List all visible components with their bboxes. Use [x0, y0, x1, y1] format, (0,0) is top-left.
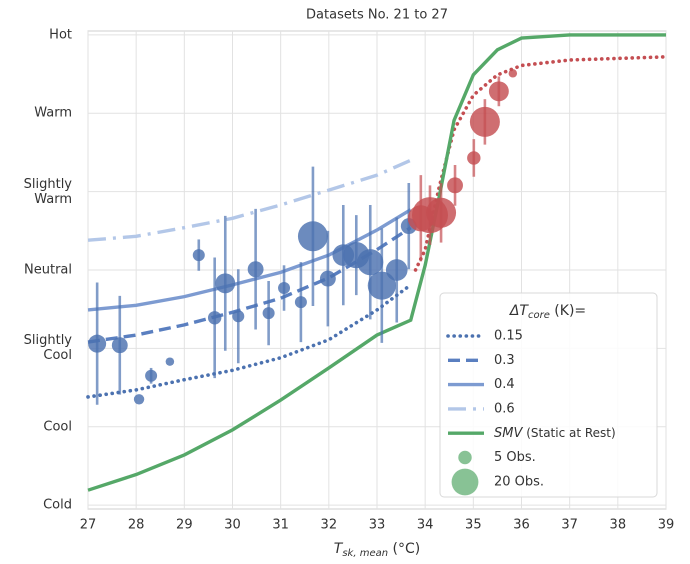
line [87, 33, 666, 492]
point [111, 337, 128, 354]
legend-size-marker [451, 468, 479, 496]
y-tick-label: Cool [43, 419, 72, 435]
point [426, 197, 457, 228]
legend-title: ΔTcore (K)= [509, 303, 586, 321]
point [247, 261, 264, 278]
point [467, 151, 481, 165]
x-tick-label: 31 [272, 518, 289, 533]
legend-label: 20 Obs. [494, 475, 544, 490]
point [88, 334, 107, 353]
legend-label: 0.15 [494, 329, 523, 344]
legend-label: 0.4 [494, 377, 515, 392]
legend-label: 5 Obs. [494, 450, 536, 465]
legend-title-main: ΔT [509, 303, 530, 319]
legend-title-sub: core [528, 310, 550, 321]
legend-label: 0.3 [494, 353, 515, 368]
point [165, 357, 175, 366]
point [192, 249, 205, 262]
legend-label: SMV (Static at Rest) [494, 426, 616, 441]
point [133, 394, 145, 405]
point [385, 259, 408, 281]
x-tick-label: 37 [561, 518, 578, 533]
x-label-main: T [334, 541, 344, 557]
x-tick-label: 28 [128, 518, 145, 533]
x-tick-label: 27 [80, 518, 97, 533]
x-tick-label: 29 [176, 518, 193, 533]
y-tick-label: Slightly Warm [23, 176, 72, 207]
point [447, 177, 463, 194]
point [262, 307, 275, 320]
y-tick-label: Hot [49, 27, 72, 43]
x-label-sub: sk, mean [342, 548, 388, 559]
legend-label: 0.6 [494, 401, 515, 416]
point [278, 282, 291, 295]
y-tick-label: Cold [43, 497, 72, 513]
line [86, 283, 413, 399]
legend-label-rest: (Static at Rest) [522, 426, 615, 440]
x-label-rest: (°C) [388, 541, 420, 557]
legend-label-italic: SMV [494, 426, 523, 441]
x-tick-label: 35 [465, 518, 482, 533]
legend-size-marker [458, 450, 472, 465]
point [508, 69, 518, 78]
x-axis-label: Tsk, mean (°C) [334, 541, 420, 559]
point [357, 249, 384, 276]
y-tick-label: Warm [34, 105, 72, 121]
point [215, 273, 236, 294]
point [207, 311, 222, 325]
chart-title: Datasets No. 21 to 27 [306, 8, 448, 23]
x-tick-label: 34 [417, 518, 434, 533]
point [145, 369, 158, 382]
point [488, 81, 509, 102]
point [319, 270, 336, 287]
x-tick-label: 36 [513, 518, 530, 533]
point [297, 221, 328, 252]
legend-box [439, 292, 658, 498]
x-tick-label: 33 [369, 518, 386, 533]
x-tick-label: 30 [224, 518, 241, 533]
legend-title-rest: (K)= [550, 303, 586, 319]
line [87, 158, 412, 242]
point [232, 310, 245, 323]
x-tick-label: 38 [610, 518, 627, 533]
y-tick-label: Slightly Cool [23, 333, 72, 364]
x-tick-label: 39 [658, 518, 675, 533]
point [367, 271, 396, 300]
x-tick-label: 32 [321, 518, 338, 533]
point [469, 106, 500, 137]
point [294, 296, 307, 309]
y-tick-label: Neutral [24, 262, 72, 278]
legend: ΔTcore (K)= 0.15 0.3 0.4 0.6 SMV (Static at R… [439, 292, 658, 498]
